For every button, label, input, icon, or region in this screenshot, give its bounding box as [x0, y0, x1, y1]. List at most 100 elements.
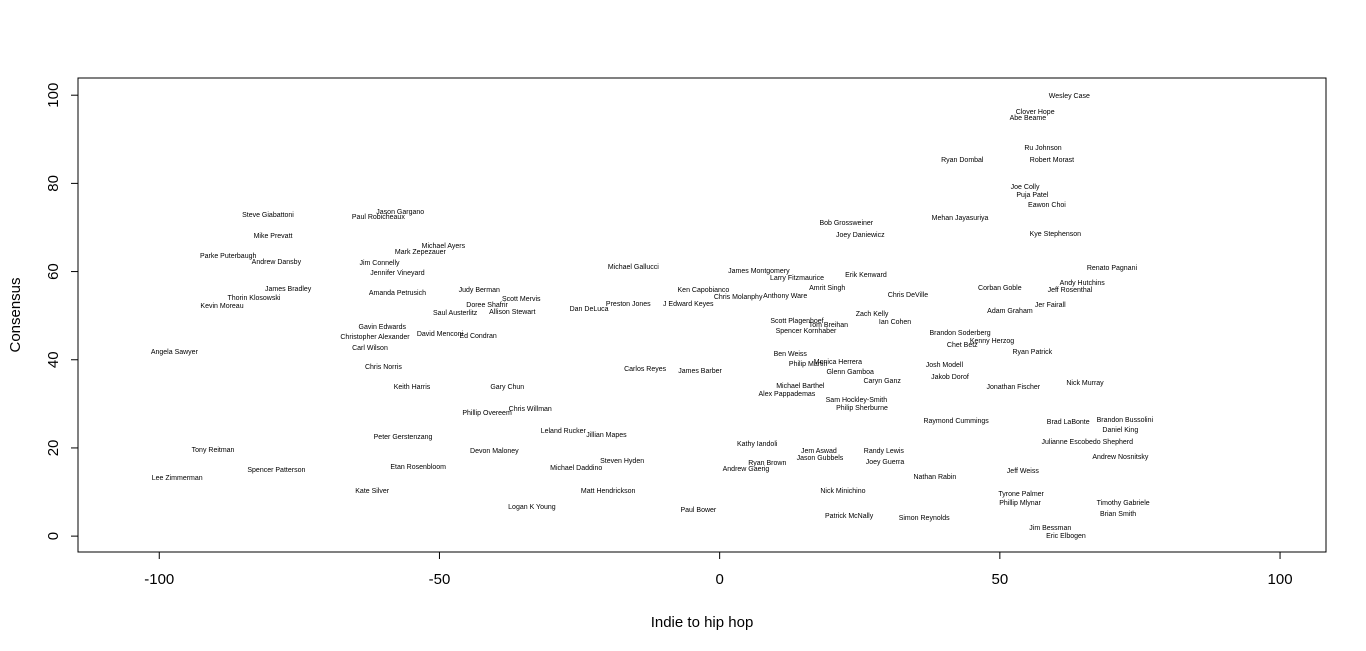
- x-tick-label: 100: [1268, 571, 1293, 588]
- point-label: Ryan Dombal: [941, 157, 984, 164]
- point-label: Steve Giabattoni: [242, 212, 294, 219]
- point-label: Mehan Jayasuriya: [932, 215, 989, 222]
- point-label: Keith Harris: [394, 384, 431, 391]
- point-label: Adam Graham: [987, 308, 1033, 315]
- point-label: Kenny Herzog: [970, 338, 1014, 345]
- point-label: Abe Beame: [1010, 115, 1047, 122]
- point-label: Jason Gubbels: [797, 455, 844, 462]
- point-label: Andy Hutchins: [1060, 280, 1106, 287]
- point-label: Ryan Patrick: [1013, 349, 1053, 356]
- point-label: Paul Bower: [680, 507, 716, 514]
- point-label: Philip Sherburne: [836, 405, 888, 412]
- point-label: Etan Rosenbloom: [390, 464, 446, 471]
- point-label: Doree Shafrir: [466, 302, 508, 309]
- point-label: Nathan Rabin: [913, 474, 956, 481]
- point-label: Mike Prevatt: [254, 233, 293, 240]
- point-label: Carlos Reyes: [624, 366, 667, 373]
- point-label: Clover Hope: [1016, 109, 1055, 116]
- point-label: Jonathan Fischer: [986, 384, 1040, 391]
- point-label: Amrit Singh: [809, 285, 845, 292]
- x-tick-label: 50: [992, 571, 1009, 588]
- point-label: Michael Gallucci: [608, 264, 659, 271]
- point-label: Joey Guerra: [866, 459, 905, 466]
- plot-frame: [77, 77, 1327, 553]
- point-label: Andrew Dansby: [252, 259, 302, 266]
- point-label: Joey Daniewicz: [836, 232, 885, 239]
- point-label: Angela Sawyer: [151, 349, 199, 356]
- point-label: Jillian Mapes: [586, 432, 627, 439]
- point-label: Christopher Alexander: [340, 334, 410, 341]
- point-label: Steven Hyden: [600, 458, 644, 465]
- point-label: Tony Reitman: [192, 447, 235, 454]
- x-tick-label: -50: [429, 571, 451, 588]
- point-label: Kate Silver: [355, 488, 390, 495]
- point-label: Amanda Petrusich: [369, 290, 426, 297]
- point-label: Brandon Soderberg: [930, 330, 991, 337]
- y-tick-label: 0: [45, 532, 62, 540]
- point-label: Jennifer Vineyard: [370, 270, 424, 277]
- point-label: Eric Elbogen: [1046, 533, 1086, 540]
- point-label: Jem Aswad: [801, 448, 837, 455]
- point-label: Phillip Mlynar: [999, 500, 1041, 507]
- point-label: Spencer Patterson: [247, 467, 305, 474]
- point-label: Monica Herrera: [814, 359, 862, 366]
- point-label: Jer Fairall: [1035, 302, 1066, 309]
- point-label: Tom Breihan: [809, 322, 848, 329]
- point-label: Scott Mervis: [502, 296, 541, 303]
- point-label: Dan DeLuca: [570, 306, 609, 313]
- point-label: Ian Cohen: [879, 319, 911, 326]
- point-label: Paul Robicheaux: [352, 214, 405, 221]
- point-label: Jason Gargano: [376, 209, 424, 216]
- point-label: Gavin Edwards: [359, 324, 407, 331]
- point-label: Renato Pagnani: [1087, 265, 1138, 272]
- point-label: Erik Kenward: [845, 272, 887, 279]
- point-label: James Bradley: [265, 286, 312, 293]
- point-label: Devon Maloney: [470, 448, 519, 455]
- point-label: Chris DeVille: [888, 292, 928, 299]
- point-label: Judy Berman: [459, 287, 500, 294]
- point-label: Caryn Ganz: [863, 378, 901, 385]
- point-label: Chris Molanphy: [714, 294, 763, 301]
- point-label: Jakob Dorof: [931, 374, 969, 381]
- point-label: Sam Hockley-Smith: [826, 397, 888, 404]
- point-label: Phillip Overeem: [462, 410, 512, 417]
- y-tick-label: 60: [45, 263, 62, 280]
- point-label: Chris Willman: [509, 406, 552, 413]
- point-label: Chet Betz: [947, 342, 978, 349]
- point-label: Kye Stephenson: [1030, 231, 1081, 238]
- point-label: Eawon Choi: [1028, 202, 1066, 209]
- point-label: Daniel King: [1102, 427, 1138, 434]
- point-label: Nick Minichino: [820, 488, 865, 495]
- point-label: Brian Smith: [1100, 511, 1136, 518]
- point-label: Andrew Gaerig: [723, 466, 770, 473]
- point-label: Kevin Moreau: [200, 303, 243, 310]
- point-label: James Barber: [678, 368, 722, 375]
- point-label: Spencer Kornhaber: [776, 328, 837, 335]
- point-label: Simon Reynolds: [899, 515, 950, 522]
- point-label: Wesley Case: [1049, 93, 1090, 100]
- point-label: Scott Plagenhoef: [770, 318, 823, 325]
- point-label: Alex Pappademas: [758, 391, 815, 398]
- y-tick-label: 80: [45, 175, 62, 192]
- point-label: Patrick McNally: [825, 513, 874, 520]
- point-label: David Menconi: [417, 331, 464, 338]
- point-label: Brandon Bussolini: [1097, 417, 1154, 424]
- point-label: Gary Chun: [490, 384, 524, 391]
- point-label: Ken Capobianco: [678, 287, 730, 294]
- point-label: Matt Hendrickson: [581, 488, 636, 495]
- point-label: Thorin Klosowski: [228, 295, 281, 302]
- point-label: Andrew Nosnitsky: [1092, 454, 1149, 461]
- x-axis-label: Indie to hip hop: [651, 614, 754, 631]
- y-tick-label: 20: [45, 440, 62, 457]
- point-label: Joe Colly: [1011, 184, 1040, 191]
- point-label: Timothy Gabriele: [1097, 500, 1150, 507]
- point-label: Saul Austerlitz: [433, 310, 478, 317]
- point-label: J Edward Keyes: [663, 301, 714, 308]
- point-label: Josh Modell: [926, 362, 964, 369]
- point-label: Corban Goble: [978, 285, 1022, 292]
- point-label: Jeff Weiss: [1007, 468, 1040, 475]
- point-label: Brad LaBonte: [1047, 419, 1090, 426]
- point-label: Ryan Brown: [748, 460, 786, 467]
